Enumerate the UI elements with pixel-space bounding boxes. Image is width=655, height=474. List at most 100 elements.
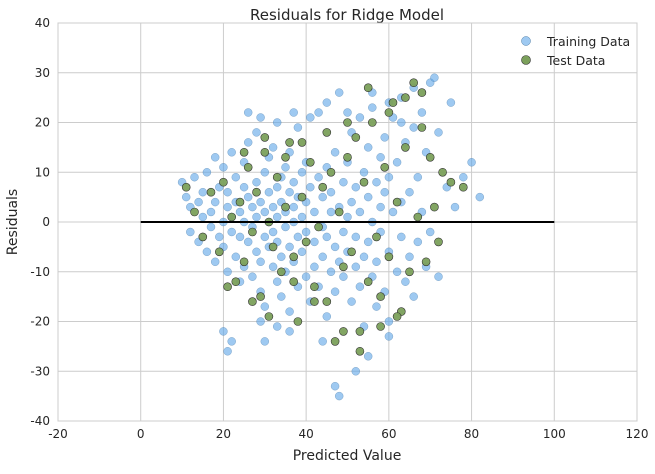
training-point [380,133,389,142]
training-point [405,252,414,262]
test-point [392,197,402,207]
training-point [351,262,361,272]
training-point [343,212,352,222]
x-tick-label: -20 [48,427,68,441]
training-point [310,207,319,217]
training-point [413,172,423,182]
test-point [409,78,419,87]
training-point [256,317,265,326]
training-point [198,187,208,197]
test-point [248,297,257,306]
training-point [272,118,282,127]
training-point [372,302,381,311]
test-point [289,277,299,287]
training-point [285,242,294,252]
training-point [434,272,443,281]
training-point [272,212,282,222]
training-point [235,207,245,217]
test-point [235,197,245,207]
training-point [252,177,261,187]
training-point [363,143,373,152]
test-point [343,153,352,162]
training-point [248,272,257,281]
training-point [243,192,253,202]
training-point [252,247,261,257]
training-point [281,222,290,232]
training-point [351,232,361,242]
training-point [210,257,220,267]
chart-title: Residuals for Ridge Model [250,6,444,24]
test-point [239,148,249,157]
y-tick-label: 40 [35,16,50,30]
training-point [260,302,270,311]
legend: Training Data Test Data [521,34,630,68]
test-point [310,282,319,292]
training-point [289,108,298,117]
training-point [297,168,307,177]
test-point [339,327,348,336]
x-axis-label: Predicted Value [293,448,402,464]
training-point [355,282,365,291]
training-point [388,207,398,217]
series-test-data [181,78,468,356]
training-point [339,177,348,187]
training-point [223,267,232,277]
training-point [409,292,418,301]
y-tick-label: 10 [35,165,50,179]
training-point [330,381,340,391]
y-tick-label: -10 [30,265,50,279]
test-point [310,297,319,306]
training-point [231,252,241,262]
training-point [310,262,319,272]
legend-marker-test [521,55,531,65]
y-tick-label: 30 [35,66,50,80]
training-point [446,98,456,107]
test-point [276,267,286,277]
training-point [330,242,340,252]
test-point [355,327,365,336]
training-point [186,227,195,237]
training-point [268,262,278,272]
test-point [359,177,369,187]
legend-marker-training [521,36,531,46]
training-point [339,227,348,237]
training-point [256,113,265,122]
training-point [376,202,385,212]
training-point [301,272,311,281]
test-point [239,257,249,267]
training-point [397,118,406,127]
test-point [392,312,402,321]
training-point [272,277,282,286]
training-point [413,237,423,247]
test-point [347,247,356,257]
test-point [446,177,456,187]
training-point [293,232,303,242]
test-point [417,88,427,97]
training-point [405,187,414,197]
training-point [326,267,336,277]
training-point [198,212,208,222]
test-point [322,297,332,306]
training-point [219,327,228,336]
test-point [434,237,443,247]
test-point [376,322,385,331]
x-tick-label: 60 [381,427,396,441]
test-point [219,177,228,187]
test-point [314,222,323,232]
test-point [367,118,377,127]
training-point [334,391,344,401]
training-point [256,197,265,207]
training-point [289,202,298,212]
training-point [363,237,373,247]
training-point [210,197,220,207]
training-point [277,292,286,301]
test-point [285,138,294,147]
test-point [243,163,253,172]
training-point [397,232,406,242]
x-tick-label: 80 [464,427,479,441]
test-point [252,187,261,197]
training-point [425,227,435,237]
scatter-points [177,73,485,401]
